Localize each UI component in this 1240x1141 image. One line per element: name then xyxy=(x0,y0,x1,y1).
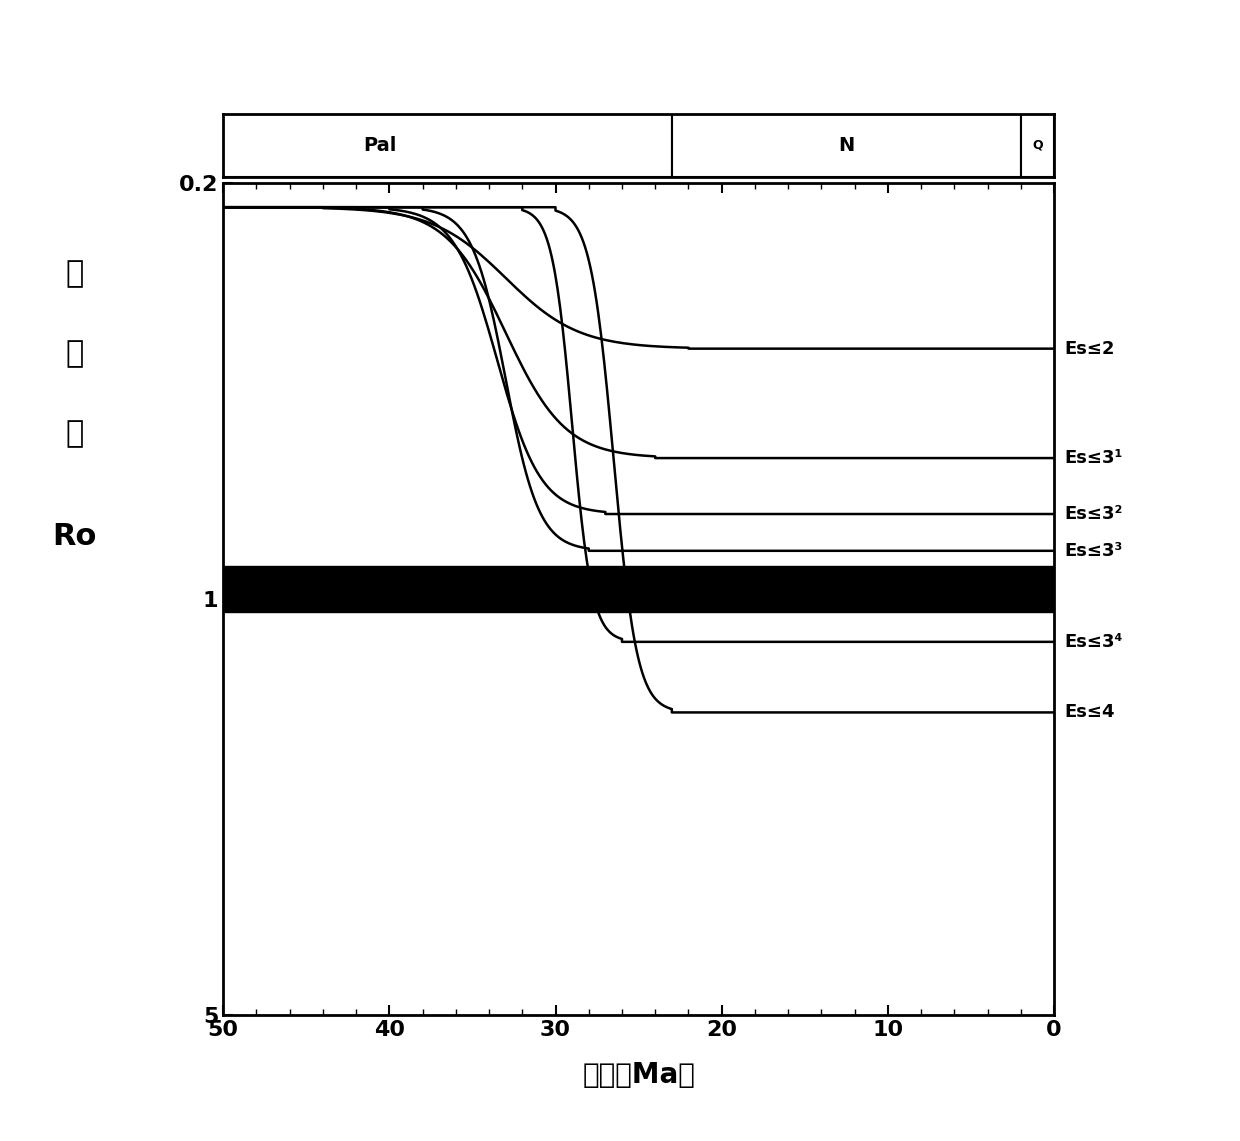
X-axis label: 时间（Ma）: 时间（Ma） xyxy=(582,1061,696,1090)
Bar xyxy=(672,114,1021,177)
Text: Es≤4: Es≤4 xyxy=(1064,704,1115,721)
Bar xyxy=(223,566,1054,612)
Bar xyxy=(1021,114,1054,177)
Text: Es≤3⁴: Es≤3⁴ xyxy=(1064,633,1122,650)
Text: Es≤3¹: Es≤3¹ xyxy=(1064,450,1122,467)
Text: Pal: Pal xyxy=(363,136,397,155)
Text: Es≤3³: Es≤3³ xyxy=(1064,542,1122,560)
Text: 源: 源 xyxy=(66,339,83,369)
Text: N: N xyxy=(838,136,854,155)
Bar xyxy=(223,114,672,177)
Text: Q: Q xyxy=(1032,139,1043,152)
Text: Ro: Ro xyxy=(52,521,97,551)
Text: 岩: 岩 xyxy=(66,419,83,448)
Text: 烃: 烃 xyxy=(66,259,83,289)
Text: Es≤3²: Es≤3² xyxy=(1064,505,1122,523)
Text: Es≤2: Es≤2 xyxy=(1064,340,1115,357)
